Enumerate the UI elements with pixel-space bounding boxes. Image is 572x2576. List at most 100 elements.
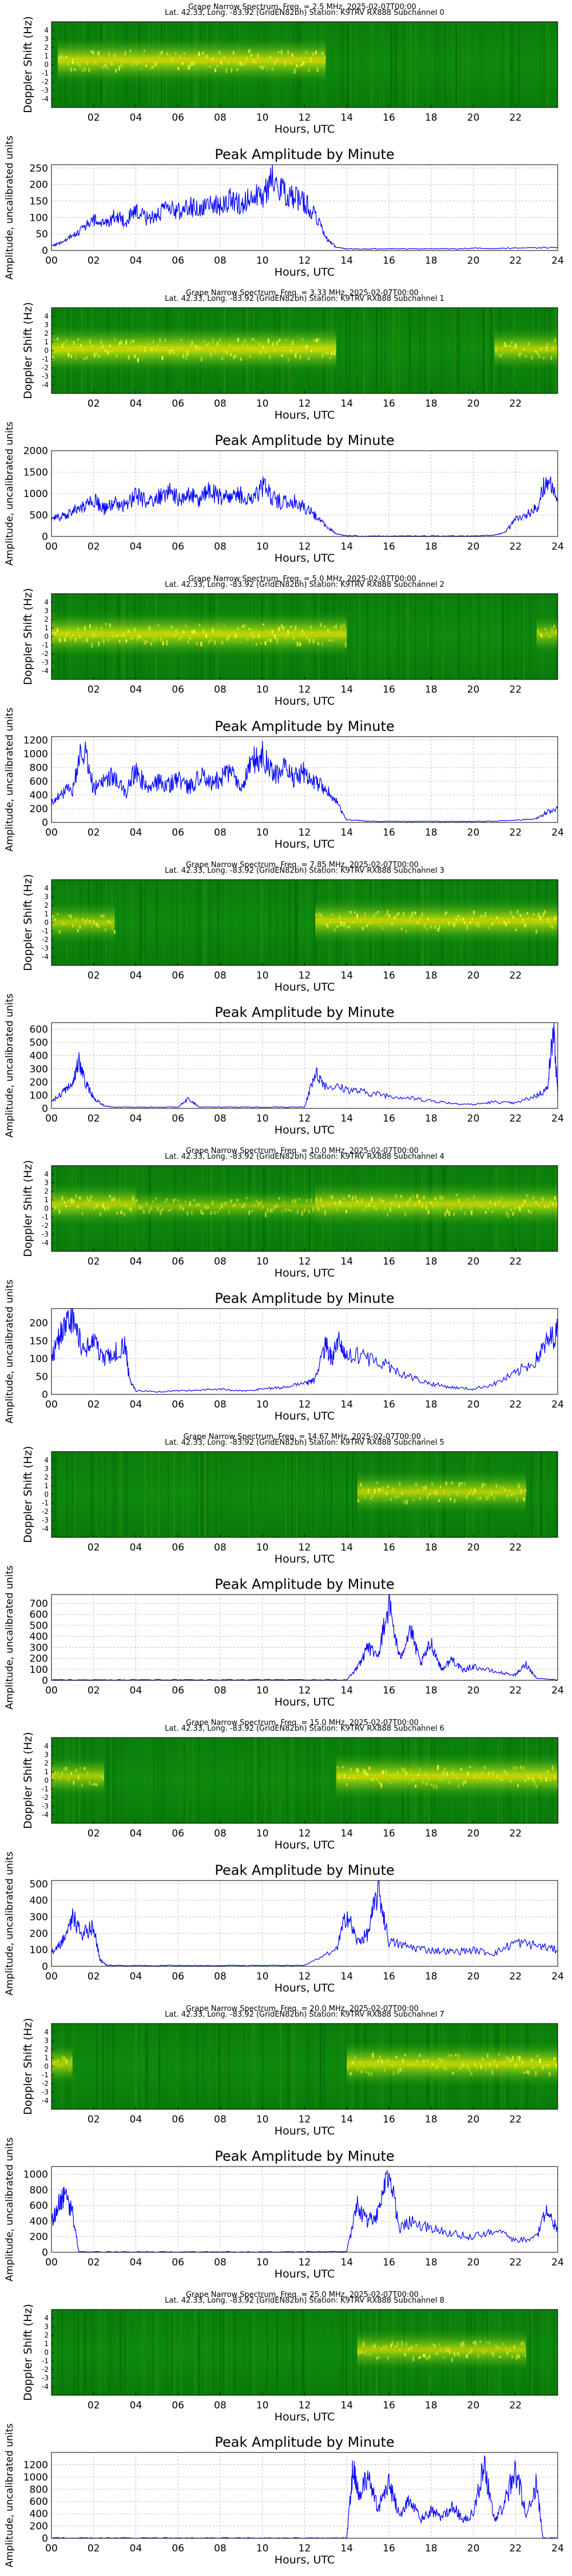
spectrogram-signal-streak [194,345,196,347]
x-tick-label: 10 [256,2114,269,2125]
spectrogram-signal-streak [157,624,160,627]
spectrogram-signal-streak [401,2340,403,2346]
spectrogram-signal-streak [224,625,226,627]
spectrogram-signal-streak [391,1202,393,1205]
spectrogram-signal-streak [466,2354,468,2359]
spectrogram-signal-streak [412,1195,414,1198]
spectrogram-texture [243,2024,244,2109]
spectrogram-texture [339,308,340,393]
spectrogram-signal-streak [400,928,403,931]
spectrogram-signal-streak [421,912,423,917]
spectrogram-signal-streak [111,1198,113,1201]
x-tick-label: 12 [299,541,311,552]
spectrogram-signal-streak [496,1492,499,1494]
x-tick-label: 06 [172,2543,184,2554]
spectrogram-signal-streak [189,637,191,639]
chart-title: Grape Narrow Spectrum, Freq. = 25.0 MHz,… [186,2291,423,2299]
spectrogram-texture [275,1738,276,1823]
spectrogram-signal-streak [474,2062,476,2066]
y-axis-label: Amplitude, uncalibrated units [4,2137,15,2281]
spectrogram-signal-streak [51,913,54,918]
spectrogram-signal-streak [66,920,68,923]
y-tick-label: 50 [35,229,48,240]
spectrogram-signal-streak [316,67,319,72]
y-tick-label: 500 [30,1037,48,1049]
y-tick-label: -2 [42,1508,49,1516]
x-tick-label: 04 [130,255,142,267]
spectrogram-texture [453,22,455,108]
spectrogram-texture [160,1738,161,1823]
spectrogram-signal-streak [138,634,141,639]
spectrogram-texture [185,2024,187,2109]
spectrogram-signal-streak [248,49,251,53]
spectrogram-texture [168,1452,169,1537]
y-axis-label: Doppler Shift (Hz) [22,1446,34,1543]
spectrogram-signal-streak [141,345,143,349]
spectrogram-signal-streak [118,66,120,71]
spectrogram-texture [190,880,192,965]
x-tick-label: 24 [551,1113,564,1124]
spectrogram-signal-streak [357,1768,359,1773]
x-tick-label: 06 [172,1685,184,1696]
spectrogram-signal-streak [482,2058,484,2061]
spectrogram-texture [305,2024,308,2109]
spectrogram-signal-streak [98,641,100,646]
spectrogram-signal-streak [223,55,225,59]
y-tick-label: 600 [30,1609,48,1621]
spectrogram-signal-streak [102,639,105,643]
spectrogram-signal-streak [244,62,246,65]
y-tick-label: 2 [44,615,49,623]
spectrogram-texture [255,1738,257,1823]
spectrogram-texture [482,308,485,393]
y-tick-label: -2 [42,2366,49,2374]
spectrogram-texture [355,308,356,393]
spectrogram-signal-streak [89,920,91,924]
spectrogram-signal-streak [205,1204,207,1210]
chart-title: Grape Narrow Spectrum, Freq. = 2.5 MHz, … [188,3,421,11]
spectrogram-texture [198,880,200,965]
spectrogram-signal-streak [442,1196,444,1201]
spectrogram-signal-streak [336,925,339,928]
spectrogram-signal-streak [283,1201,285,1203]
spectrogram-texture [390,22,392,108]
spectrogram-signal-streak [124,51,126,56]
spectrogram-signal-streak [549,923,551,927]
spectrogram-texture [308,2024,309,2109]
x-tick-label: 18 [425,1828,438,1839]
spectrogram-signal-streak [283,626,285,630]
spectrogram-texture [57,2309,58,2395]
y-tick-label: 1 [44,1482,49,1490]
x-tick-label: 06 [172,1256,184,1267]
spectrogram-signal-streak [399,2348,400,2351]
spectrogram-signal-streak [97,51,100,55]
spectrogram-signal-streak [73,341,75,345]
spectrogram-signal-streak [519,353,522,355]
spectrogram-texture [224,2024,226,2109]
x-tick-label: 24 [551,1971,564,1982]
spectrogram-signal-streak [54,349,56,353]
spectrogram-signal-streak [260,351,262,355]
spectrogram-signal-streak [467,2065,469,2069]
spectrogram-signal-streak [506,1210,507,1215]
y-tick-label: -2 [42,650,49,658]
spectrogram-signal-streak [91,1783,93,1786]
spectrogram-signal-streak [109,921,112,924]
spectrogram-signal-streak [521,2342,523,2346]
x-tick-label: 18 [425,2543,438,2554]
spectrogram-signal-streak [177,67,180,70]
spectrogram-signal-streak [232,51,235,55]
x-tick-label: 02 [88,255,100,267]
spectrogram-texture [554,1452,556,1537]
spectrogram-signal-streak [217,1211,219,1214]
spectrogram-signal-streak [536,350,538,355]
x-tick-label: 10 [256,398,269,410]
spectrogram-signal-streak [248,628,251,630]
x-tick-label: 16 [383,1113,395,1124]
spectrogram-signal-streak [355,1767,357,1772]
spectrogram-texture [225,880,227,965]
spectrogram-signal-streak [420,2064,423,2066]
y-tick-label: 1000 [23,488,48,500]
spectrogram-signal-streak [253,635,255,639]
spectrogram-signal-streak [236,69,239,71]
